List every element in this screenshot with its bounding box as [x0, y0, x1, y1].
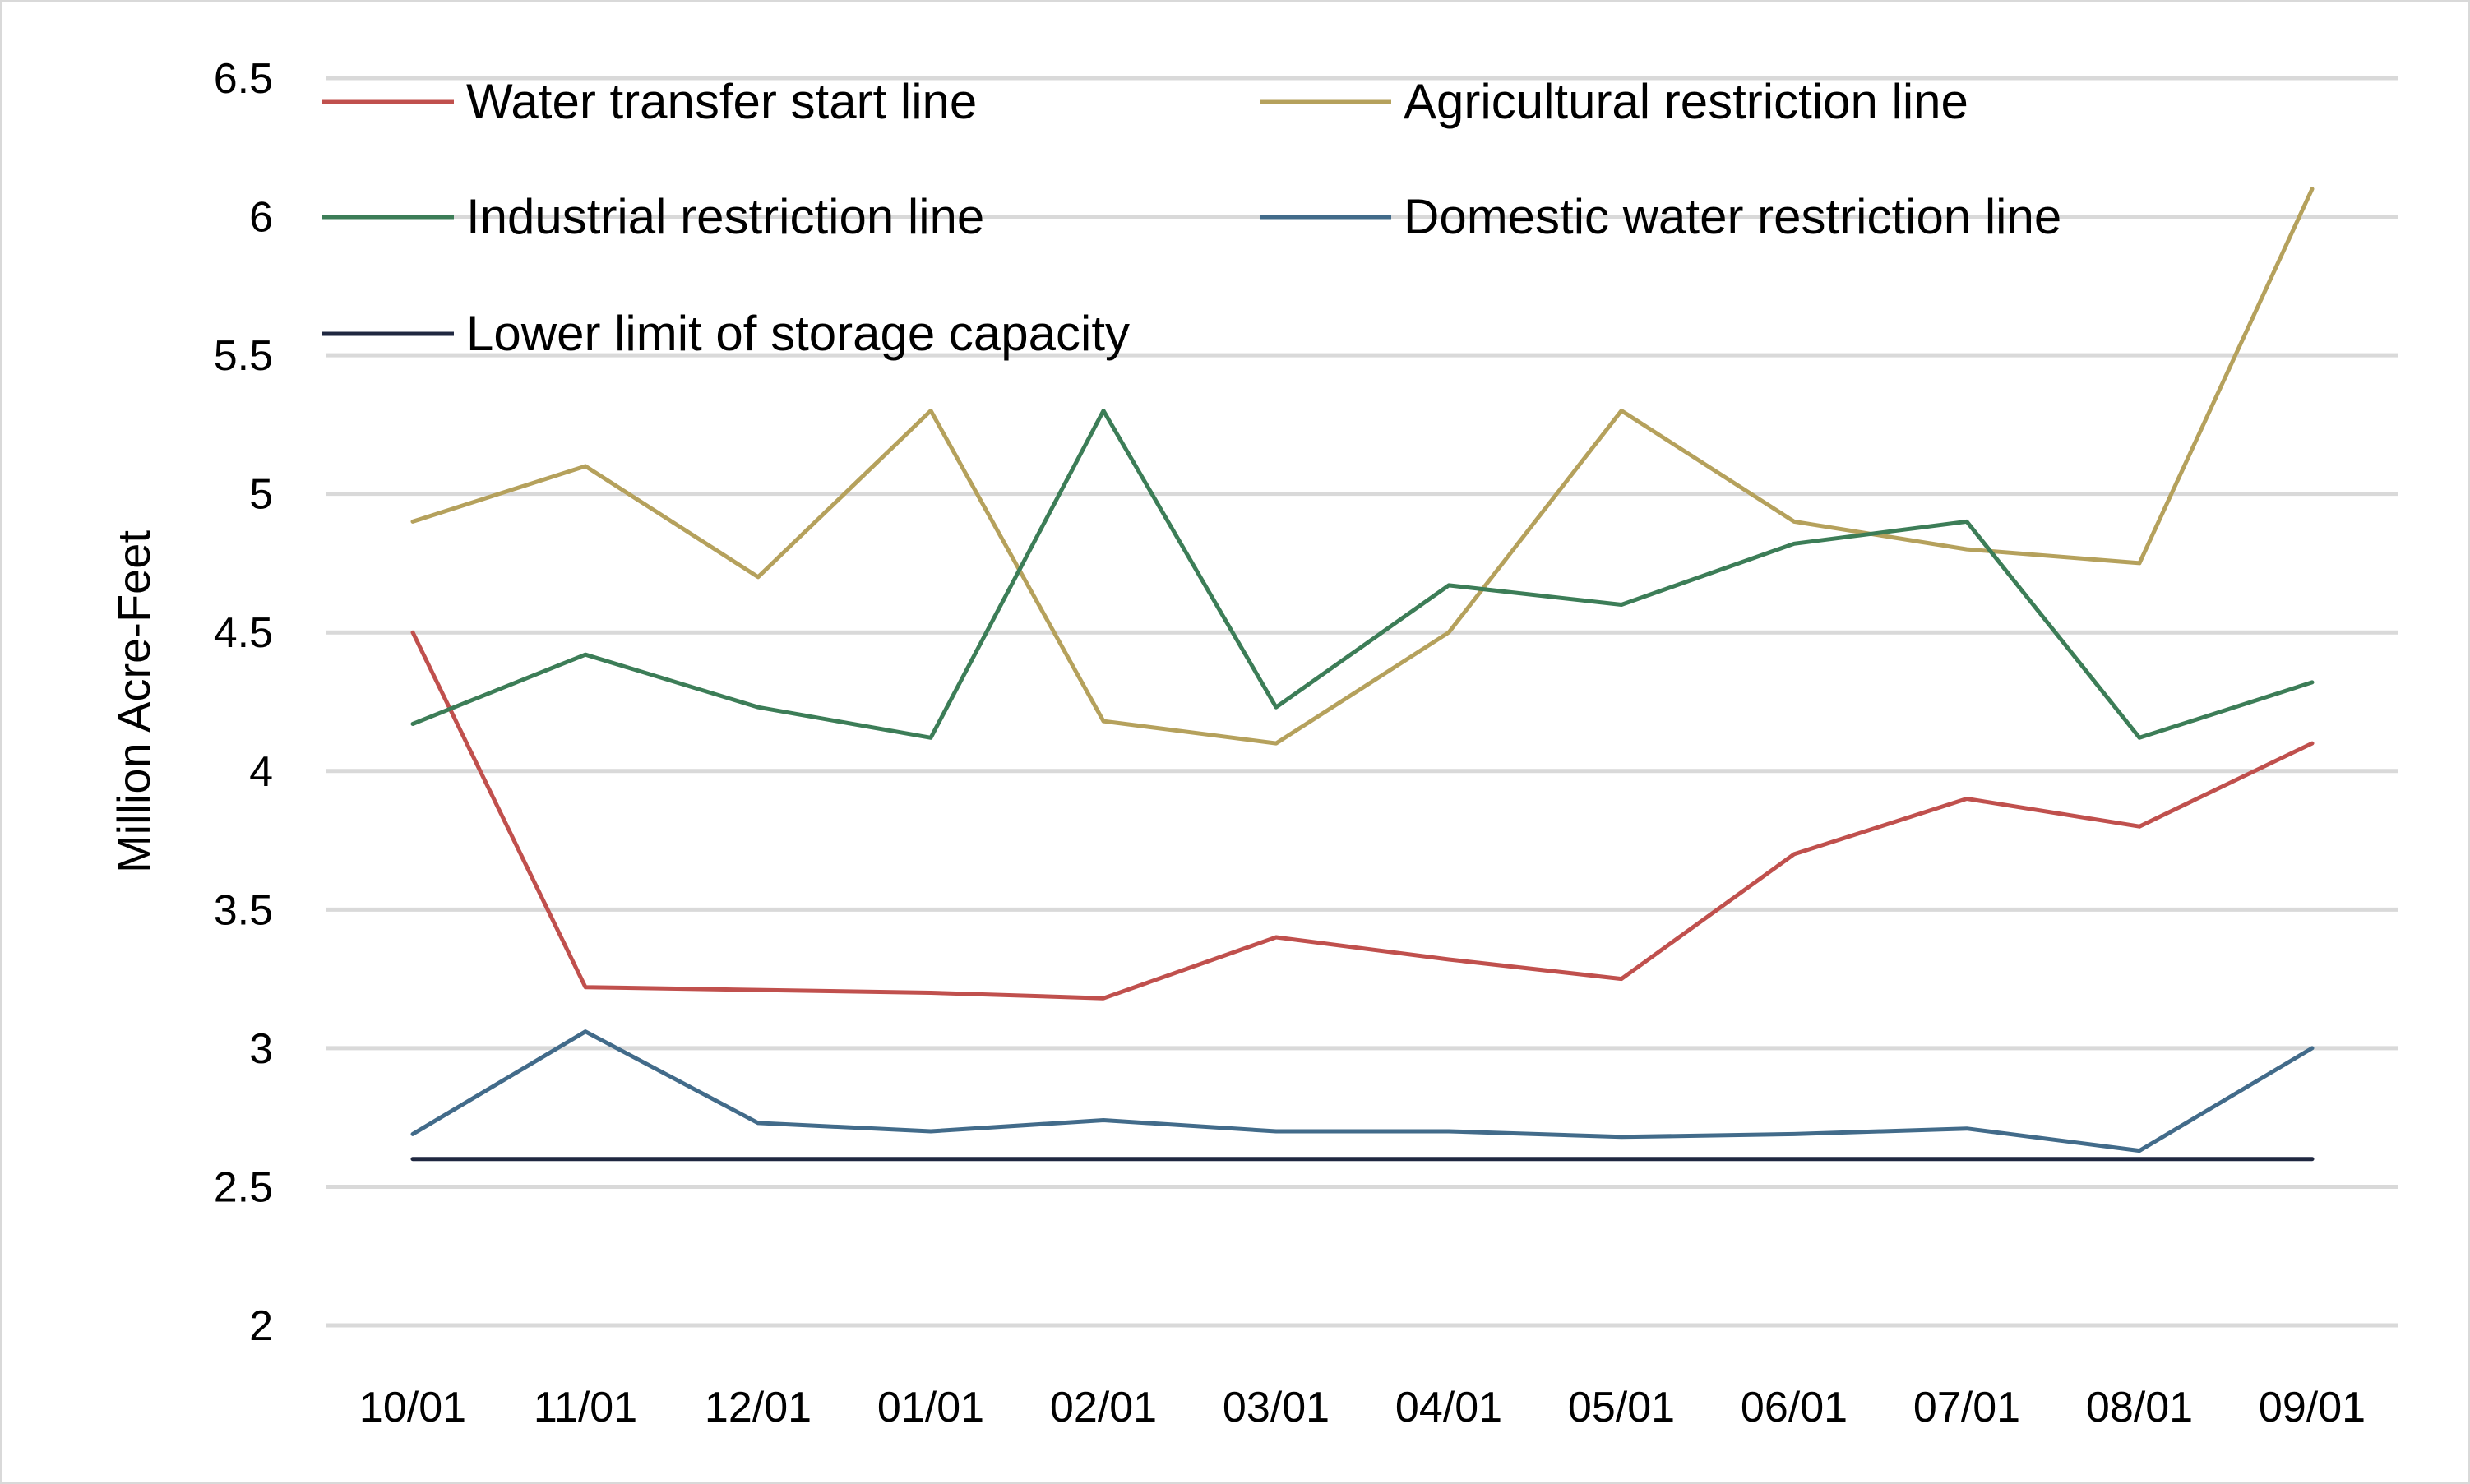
legend-label-4: Lower limit of storage capacity: [466, 306, 1130, 361]
x-tick-label: 09/01: [2259, 1384, 2366, 1431]
y-axis-title: Million Acre-Feet: [108, 530, 160, 873]
y-tick-label: 6.5: [214, 55, 273, 103]
x-tick-label: 10/01: [359, 1384, 466, 1431]
gridlines: [326, 76, 2398, 1328]
series-line-1: [410, 187, 2315, 746]
x-tick-label: 05/01: [1568, 1384, 1675, 1431]
y-axis-ticks: 2 2.5 3 3.5 4 4.5 5 5.5 6 6.5: [214, 55, 273, 1350]
legend: Water transfer start line Agricultural re…: [322, 74, 2061, 361]
x-tick-label: 06/01: [1741, 1384, 1848, 1431]
x-tick-label: 01/01: [877, 1384, 984, 1431]
x-tick-label: 02/01: [1050, 1384, 1157, 1431]
y-tick-label: 6: [249, 194, 273, 242]
x-tick-label: 04/01: [1395, 1384, 1502, 1431]
legend-label-3: Domestic water restriction line: [1404, 189, 2061, 244]
y-tick-label: 3: [249, 1025, 273, 1073]
legend-label-2: Industrial restriction line: [466, 189, 984, 244]
y-tick-label: 2.5: [214, 1163, 273, 1211]
y-tick-label: 2: [249, 1302, 273, 1350]
series-group: [410, 187, 2315, 1162]
x-tick-label: 08/01: [2086, 1384, 2193, 1431]
series-line-0: [410, 630, 2315, 1001]
series-line-3: [410, 1029, 2315, 1153]
y-tick-label: 4: [249, 748, 273, 796]
x-tick-label: 12/01: [705, 1384, 812, 1431]
y-tick-label: 3.5: [214, 886, 273, 934]
y-tick-label: 4.5: [214, 609, 273, 657]
x-tick-label: 07/01: [1913, 1384, 2020, 1431]
x-axis-ticks: 10/01 11/01 12/01 01/01 02/01 03/01 04/01 05/01…: [359, 1384, 2366, 1431]
legend-label-0: Water transfer start line: [466, 74, 977, 129]
y-tick-label: 5.5: [214, 332, 273, 380]
y-tick-label: 5: [249, 471, 273, 519]
legend-label-1: Agricultural restriction line: [1404, 74, 1968, 129]
x-tick-label: 03/01: [1223, 1384, 1330, 1431]
x-tick-label: 11/01: [534, 1384, 637, 1431]
series-line-2: [410, 409, 2315, 740]
